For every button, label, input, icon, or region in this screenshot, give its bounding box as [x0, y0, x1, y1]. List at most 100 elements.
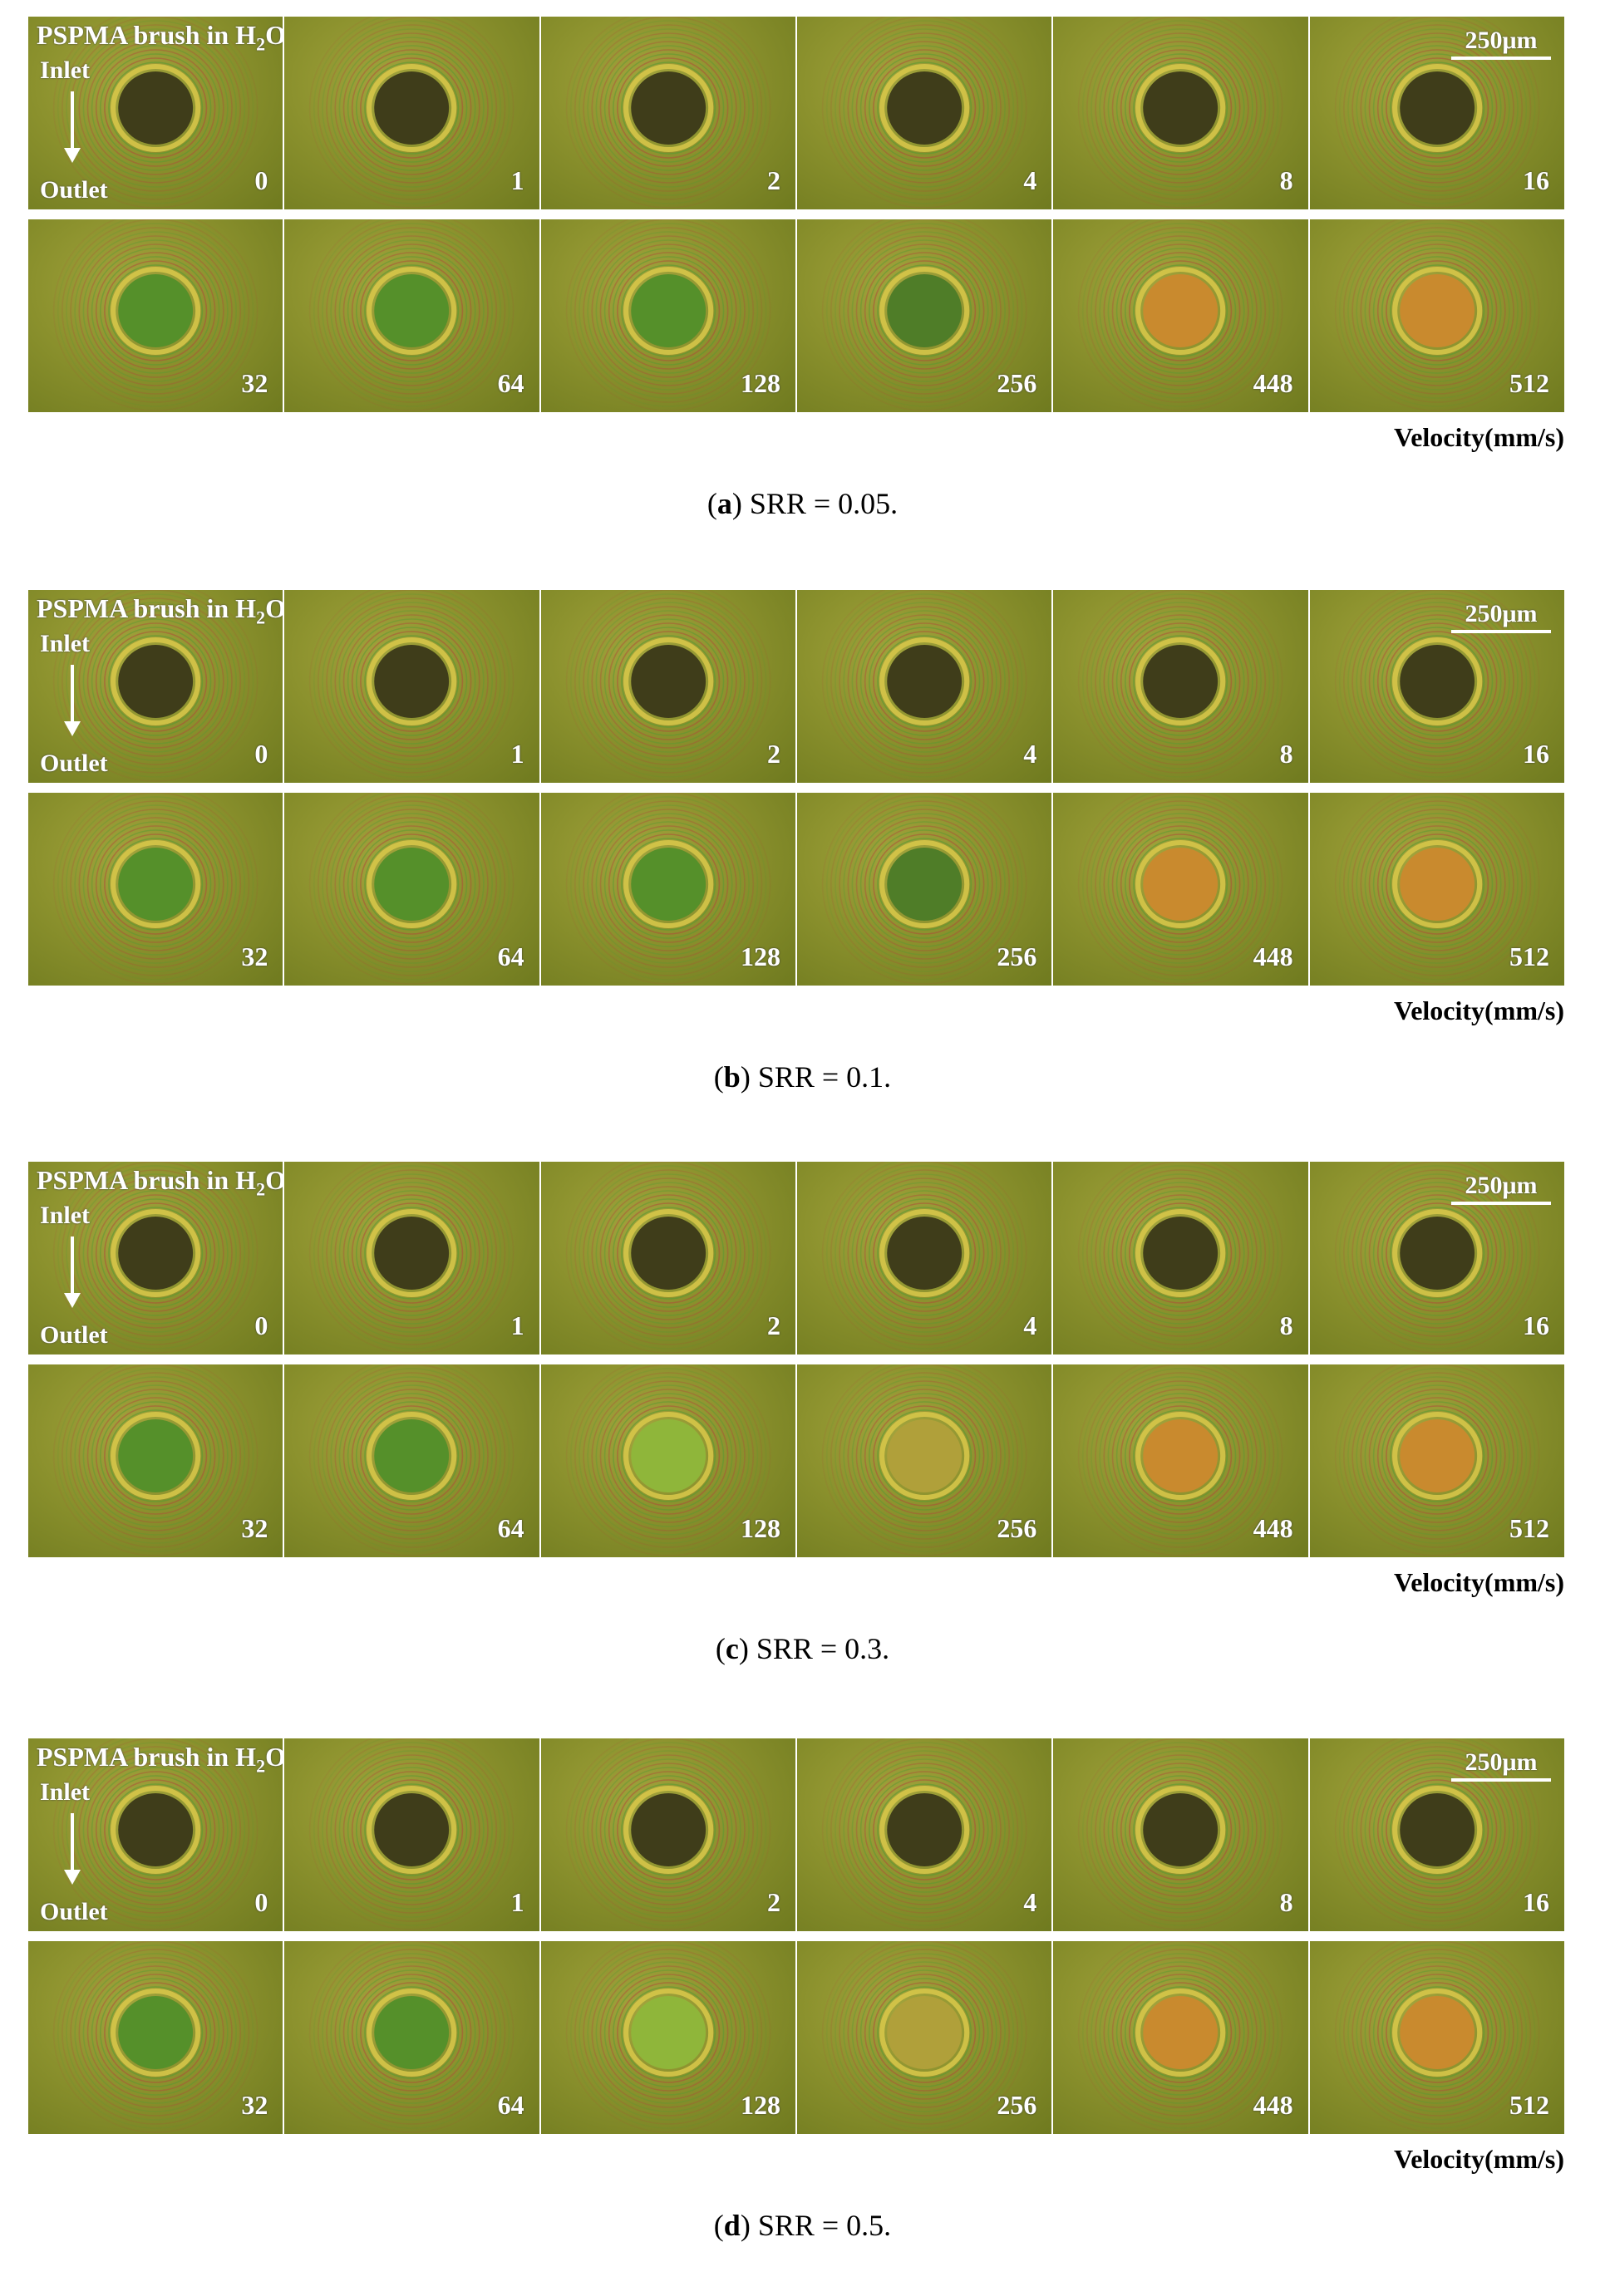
micrograph-frame: 8 — [1053, 590, 1308, 783]
velocity-value: 448 — [1253, 942, 1293, 971]
interference-rings — [309, 1162, 514, 1354]
panel-caption: (c) SRR = 0.3. — [715, 1632, 890, 1665]
interference-rings — [52, 1162, 258, 1354]
flow-direction-arrow-icon — [64, 91, 81, 163]
contact-spot — [1399, 1419, 1475, 1492]
velocity-value: 128 — [740, 1513, 780, 1543]
flow-direction-arrow-icon — [64, 1813, 81, 1885]
micrograph-frame: 256 — [796, 793, 1052, 986]
velocity-value: 448 — [1253, 2090, 1293, 2120]
contact-spot — [630, 1217, 706, 1290]
contact-spot — [1399, 71, 1475, 145]
contact-spot — [887, 645, 963, 718]
micrograph-frame: 4 — [796, 17, 1052, 209]
velocity-value: 1 — [510, 165, 524, 195]
panel-a: 0 PSPMA brush in H2O Inlet Outlet 1 2 4 8 16 250μ… — [28, 17, 1564, 548]
micrograph-frame: 1 — [284, 17, 539, 209]
micrograph-frame: 2 — [540, 17, 795, 209]
contact-spot — [630, 71, 706, 145]
micrograph-frame: 4 — [796, 1738, 1052, 1931]
scale-bar-line — [1450, 1778, 1551, 1782]
interference-rings — [821, 1738, 1027, 1930]
contact-spot — [630, 1419, 706, 1492]
micrograph-frame: 0 PSPMA brush in H2O Inlet Outlet — [28, 1738, 283, 1931]
contact-spot — [1143, 848, 1219, 921]
velocity-value: 256 — [997, 1513, 1037, 1543]
interference-rings — [309, 1364, 514, 1556]
panel-caption: (b) SRR = 0.1. — [713, 1060, 892, 1094]
contact-spot — [887, 71, 963, 145]
micrograph-frame: 128 — [540, 219, 795, 412]
velocity-value: 448 — [1253, 368, 1293, 398]
row-low-velocity: 0 PSPMA brush in H2O Inlet Outlet 1 2 4 8 16 250μ… — [28, 17, 1564, 209]
velocity-value: 32 — [241, 1513, 268, 1543]
micrograph-frame: 448 — [1053, 219, 1308, 412]
velocity-value: 16 — [1522, 1310, 1549, 1340]
interference-rings — [1078, 17, 1283, 209]
velocity-value: 4 — [1023, 1887, 1037, 1917]
contact-spot — [1143, 1217, 1219, 1290]
contact-spot — [118, 71, 194, 145]
interference-rings — [565, 1941, 771, 2133]
interference-rings — [309, 219, 514, 411]
velocity-value: 16 — [1522, 1887, 1549, 1917]
contact-spot — [118, 1419, 194, 1492]
row-high-velocity: 32 64 128 256 448 512 — [28, 219, 1564, 412]
contact-spot — [374, 645, 450, 718]
micrograph-frame: 1 — [284, 1162, 539, 1354]
velocity-value: 256 — [997, 2090, 1037, 2120]
scale-bar-line — [1450, 57, 1551, 60]
interference-rings — [52, 793, 258, 985]
velocity-value: 512 — [1509, 2090, 1549, 2120]
velocity-value: 4 — [1023, 1310, 1037, 1340]
micrograph-frame: 0 PSPMA brush in H2O Inlet Outlet — [28, 17, 283, 209]
interference-rings — [309, 1941, 514, 2133]
panel-caption: (d) SRR = 0.5. — [713, 2209, 892, 2242]
contact-spot — [1143, 645, 1219, 718]
panel-b: 0 PSPMA brush in H2O Inlet Outlet 1 2 4 8 16 250μ… — [28, 590, 1564, 1122]
contact-spot — [374, 1793, 450, 1866]
contact-spot — [1399, 1793, 1475, 1866]
contact-spot — [118, 1217, 194, 1290]
interference-rings — [565, 1162, 771, 1354]
velocity-value: 32 — [241, 2090, 268, 2120]
micrograph-frame: 512 — [1309, 1941, 1564, 2134]
contact-spot — [374, 274, 450, 347]
scale-bar: 250μm — [1450, 600, 1551, 633]
micrograph-frame: 1 — [284, 1738, 539, 1931]
contact-spot — [118, 848, 194, 921]
inlet-label: Inlet — [40, 1202, 90, 1229]
contact-spot — [1399, 1217, 1475, 1290]
contact-spot — [1143, 1793, 1219, 1866]
interference-rings — [821, 590, 1027, 782]
contact-spot — [118, 1996, 194, 2069]
contact-spot — [1399, 645, 1475, 718]
velocity-value: 0 — [254, 1310, 268, 1340]
contact-spot — [1143, 71, 1219, 145]
scale-bar-line — [1450, 630, 1551, 633]
outlet-label: Outlet — [40, 176, 108, 204]
inlet-label: Inlet — [40, 630, 90, 657]
interference-rings — [1334, 1364, 1540, 1556]
interference-rings — [821, 1364, 1027, 1556]
interference-rings — [52, 1941, 258, 2133]
contact-spot — [887, 848, 963, 921]
contact-spot — [374, 1996, 450, 2069]
micrograph-frame: 64 — [284, 793, 539, 986]
velocity-value: 512 — [1509, 1513, 1549, 1543]
micrograph-frame: 2 — [540, 590, 795, 783]
inlet-label: Inlet — [40, 57, 90, 84]
row-high-velocity: 32 64 128 256 448 512 — [28, 1364, 1564, 1557]
micrograph-frame: 256 — [796, 1364, 1052, 1557]
panel-d: 0 PSPMA brush in H2O Inlet Outlet 1 2 4 8 16 250μ… — [28, 1738, 1564, 2270]
velocity-value: 32 — [241, 368, 268, 398]
micrograph-frame: 512 — [1309, 793, 1564, 986]
velocity-value: 0 — [254, 739, 268, 769]
velocity-axis-label: Velocity(mm/s) — [1394, 1567, 1564, 1597]
micrograph-frame: 32 — [28, 1364, 283, 1557]
velocity-axis-label: Velocity(mm/s) — [1394, 422, 1564, 452]
contact-spot — [374, 848, 450, 921]
micrograph-frame: 16 250μm — [1309, 17, 1564, 209]
micrograph-frame: 32 — [28, 793, 283, 986]
contact-spot — [630, 645, 706, 718]
